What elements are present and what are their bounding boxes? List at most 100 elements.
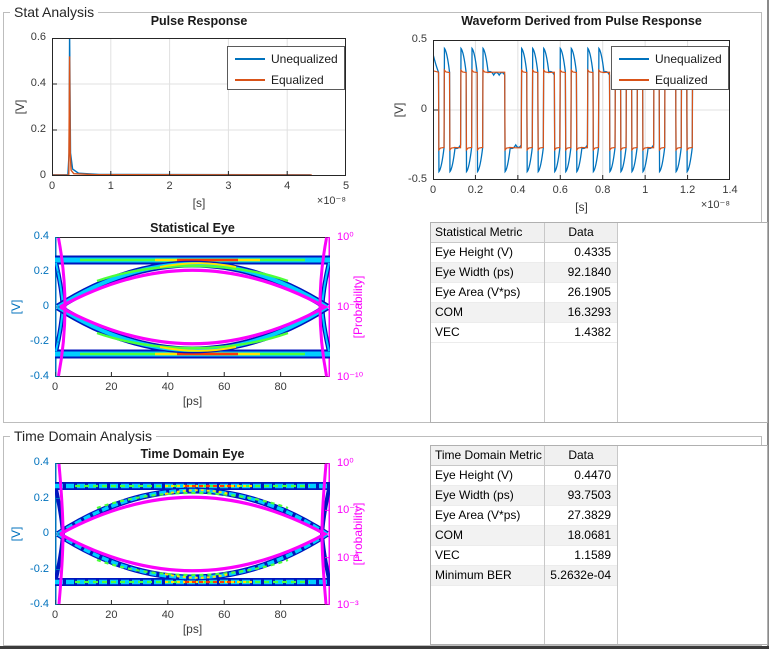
pulse-y-tick: 0.6 [30,31,46,43]
time_eye-y-tick-right: 10⁻¹ [337,504,359,517]
eye-crossing-fans [55,262,330,352]
metric-value-cell[interactable]: 1.4382 [545,323,617,343]
legend-item-equalized[interactable]: Equalized [612,70,728,89]
equalized-line-icon [619,78,649,81]
pulse-x-tick: 2 [166,180,173,192]
panel-stat-analysis: Stat Analysis [3,4,762,423]
waveform-legend[interactable]: Unequalized Equalized [611,46,729,90]
pulse-y-tick: 0.2 [30,123,46,135]
metric-value-cell[interactable]: 93.7503 [545,486,617,506]
window-bottom-edge [0,646,769,649]
metric-value-cell[interactable]: 0.4470 [545,466,617,486]
waveform-title: Waveform Derived from Pulse Response [461,14,702,28]
waveform-x-tick: 0.2 [467,184,484,196]
pulse-y-tick: 0 [39,169,46,181]
metric-value-cell[interactable]: 27.3829 [545,506,617,526]
table-column-divider [544,446,545,644]
metric-name-cell[interactable]: COM [431,526,544,546]
window-right-edge [767,0,769,649]
time-eye-xlabel: [ps] [182,622,203,636]
stat-eye-xlabel: [ps] [182,394,203,408]
stat_eye-x-tick: 40 [161,381,174,393]
waveform-x-tick: 1.4 [722,184,738,196]
table-column-divider [544,223,545,422]
stat_eye-y-tick-left: 0.2 [33,265,49,277]
metric-value-cell[interactable]: 92.1840 [545,263,617,283]
stat_eye-y-tick-left: 0 [42,300,49,312]
metric-name-cell[interactable]: Eye Width (ps) [431,486,544,506]
legend-item-unequalized[interactable]: Unequalized [612,49,728,68]
pulse-legend[interactable]: Unequalized Equalized [227,46,345,90]
legend-label: Unequalized [271,51,338,66]
table-column-divider [617,446,618,644]
eye-eyelids [56,260,329,354]
waveform-xlabel: [s] [575,200,588,214]
pulse-x-tick: 5 [342,180,350,192]
metric-name-cell[interactable]: Minimum BER [431,566,544,586]
pulse-response-title: Pulse Response [150,14,248,28]
metric-name-cell[interactable]: Eye Width (ps) [431,263,544,283]
time_eye-y-tick-left: -0.2 [30,562,49,575]
statistical-eye-title: Statistical Eye [150,221,235,235]
waveform-y-tick: 0.5 [411,33,427,45]
metric-name-cell[interactable]: COM [431,303,544,323]
waveform-x-tick: 1 [642,184,649,196]
unequalized-line-icon [235,57,265,60]
metric-name-cell[interactable]: Eye Height (V) [431,243,544,263]
unequalized-line-icon [619,57,649,60]
time_eye-x-tick: 40 [161,609,174,621]
metric-name-cell[interactable]: Eye Height (V) [431,466,544,486]
legend-item-unequalized[interactable]: Unequalized [228,49,344,68]
equalized-line-icon [235,78,265,81]
table-column-divider [617,223,618,422]
panel-time-title: Time Domain Analysis [10,428,156,445]
waveform-y-tick: 0 [420,103,427,115]
metric-name-cell[interactable]: VEC [431,546,544,566]
legend-label: Unequalized [655,51,722,66]
metric-value-cell[interactable]: 16.3293 [545,303,617,323]
metric-value-cell[interactable]: 18.0681 [545,526,617,546]
metric-value-cell[interactable]: 26.1905 [545,283,617,303]
legend-label: Equalized [271,72,324,87]
waveform-x-tick: 0.4 [510,184,526,196]
stat_eye-y-tick-right: 10⁻¹⁰ [337,371,364,383]
metric-name-cell[interactable]: Eye Area (V*ps) [431,283,544,303]
eye-density-rails [55,255,330,359]
waveform-y-tick: -0.5 [408,173,427,185]
time_eye-y-tick-right: 10⁻³ [337,599,359,611]
metric-name-cell[interactable]: VEC [431,323,544,343]
stat_eye-y-tick-right: 10⁰ [337,231,354,243]
time_eye-y-tick-left: 0.4 [33,456,49,468]
legend-label: Equalized [655,72,708,87]
stat_eye-y-tick-left: -0.2 [30,335,49,347]
table-header-data[interactable]: Data [545,446,617,466]
metric-value-cell[interactable]: 5.2632e-04 [545,566,617,586]
eye-tick-marks [55,463,329,605]
metric-value-cell[interactable]: 1.1589 [545,546,617,566]
time_eye-x-tick: 60 [218,609,231,621]
waveform-x-exponent: ×10⁻⁸ [700,199,730,211]
table-header-metric[interactable]: Statistical Metric [431,223,544,243]
metric-value-cell[interactable]: 0.4335 [545,243,617,263]
statistical-metric-table[interactable]: Statistical Metric Data Eye Height (V) 0.43… [430,222,768,423]
stat_eye-y-tick-right: 10⁻⁵ [337,301,360,313]
waveform-x-tick: 0 [429,184,437,196]
pulse-x-tick: 4 [284,180,291,192]
pulse-x-tick: 0 [48,180,56,192]
stat_eye-y-tick-left: 0.4 [33,230,49,242]
time_eye-y-tick-right: 10⁻² [337,551,359,564]
metric-name-cell[interactable]: Eye Area (V*ps) [431,506,544,526]
pulse-xlabel: [s] [192,196,206,210]
waveform-x-tick: 0.6 [552,184,568,196]
time_eye-y-tick-left: 0.2 [33,491,49,504]
waveform-x-tick: 1.2 [679,184,696,196]
time-domain-metric-table[interactable]: Time Domain Metric Data Eye Height (V) 0.44… [430,445,768,645]
table-header-data[interactable]: Data [545,223,617,243]
stat_eye-x-tick: 0 [51,381,59,393]
pulse-x-tick: 1 [107,180,114,192]
eye-crossing-fans [55,488,330,580]
table-header-metric[interactable]: Time Domain Metric [431,446,544,466]
legend-item-equalized[interactable]: Equalized [228,70,344,89]
eye-density-rails [55,482,330,586]
